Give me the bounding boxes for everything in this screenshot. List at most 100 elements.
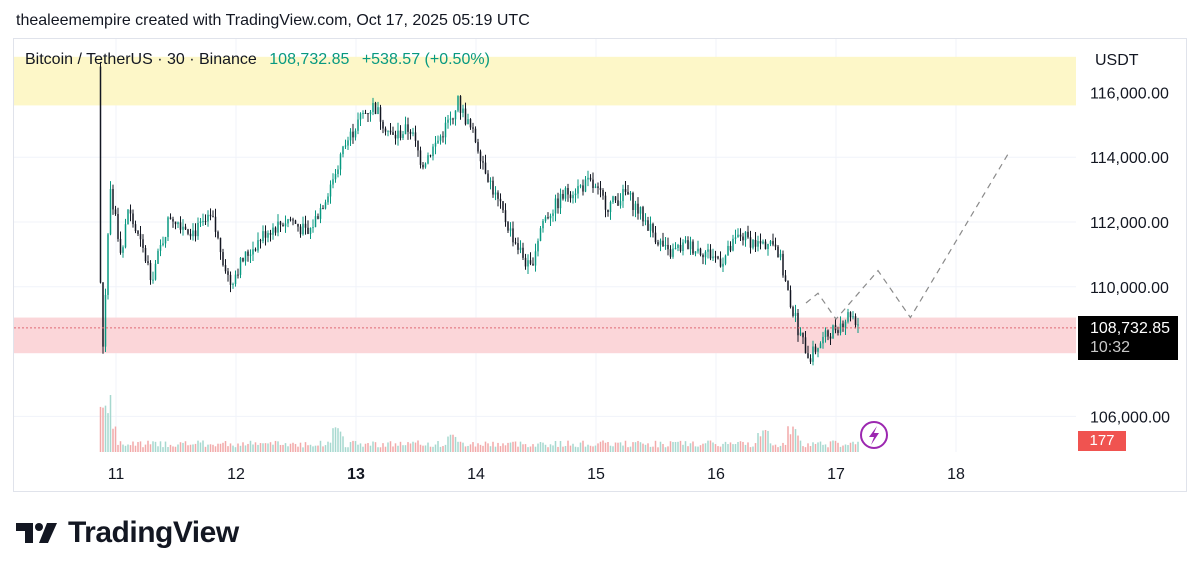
- volume-bar: [299, 442, 302, 452]
- candle-body: [267, 233, 269, 238]
- volume-bar: [797, 435, 799, 452]
- volume-bar: [557, 446, 559, 452]
- volume-bar: [359, 443, 362, 452]
- candle-body: [449, 118, 452, 120]
- candle-body: [274, 227, 277, 233]
- candle-body: [529, 260, 532, 264]
- volume-bar: [684, 441, 687, 452]
- candle-body: [762, 241, 764, 244]
- volume-bar: [137, 442, 139, 452]
- volume-bar: [687, 446, 689, 452]
- volume-bar: [612, 446, 614, 452]
- candle-body: [789, 290, 792, 308]
- candle-body: [372, 102, 374, 112]
- volume-bar: [132, 441, 134, 452]
- volume-bar: [737, 441, 739, 452]
- candle-body: [269, 233, 272, 235]
- candle-body: [512, 228, 514, 243]
- candle-body: [779, 253, 782, 258]
- candle-body: [747, 231, 749, 238]
- candle-body: [447, 119, 449, 123]
- candle-body: [854, 316, 857, 325]
- volume-bar: [297, 446, 299, 452]
- volume-bar: [437, 441, 439, 452]
- candle-body: [152, 279, 154, 281]
- chart-frame[interactable]: [13, 38, 1187, 492]
- candle-body: [719, 258, 722, 267]
- candle-body: [237, 274, 239, 276]
- candle-body: [272, 227, 274, 235]
- volume-bar: [412, 441, 414, 452]
- candle-body: [772, 241, 774, 245]
- candle-body: [737, 234, 739, 238]
- candle-body: [249, 254, 252, 256]
- candle-body: [219, 237, 222, 253]
- candle-body: [752, 239, 754, 248]
- volume-bar: [344, 447, 347, 452]
- candle-body: [159, 245, 162, 251]
- candle-body: [412, 132, 414, 134]
- volume-bar: [842, 445, 844, 452]
- volume-bar: [542, 442, 544, 452]
- candle-body: [417, 140, 419, 151]
- candle-body: [374, 102, 377, 115]
- volume-bar: [522, 444, 524, 452]
- volume-bar: [717, 446, 719, 452]
- lightning-icon[interactable]: [860, 421, 888, 449]
- volume-bar: [647, 443, 649, 452]
- volume-bar: [707, 440, 709, 452]
- legend-price: 108,732.85: [269, 51, 350, 68]
- candle-body: [782, 253, 784, 276]
- volume-bar: [172, 446, 174, 452]
- candle-body: [454, 110, 457, 120]
- candle-body: [564, 188, 567, 199]
- candle-body: [807, 353, 809, 359]
- volume-bar: [769, 443, 772, 452]
- x-tick-label: 14: [467, 466, 485, 483]
- volume-bar: [457, 441, 459, 452]
- volume-bar: [814, 443, 817, 452]
- volume-bar: [794, 429, 797, 452]
- chart-legend: Bitcoin / TetherUS · 30 · Binance 108,73…: [25, 51, 490, 69]
- candle-body: [569, 194, 572, 199]
- volume-bar: [307, 445, 309, 452]
- candle-body: [739, 234, 742, 237]
- tradingview-wordmark: TradingView: [68, 516, 239, 549]
- y-tick-label: 106,000.00: [1090, 409, 1170, 426]
- candle-body: [439, 136, 442, 141]
- volume-bar: [287, 446, 289, 452]
- volume-bar: [524, 444, 527, 452]
- candle-body: [819, 343, 822, 349]
- volume-bar: [302, 447, 304, 452]
- candle-body: [202, 221, 204, 223]
- volume-bar: [384, 446, 387, 452]
- tradingview-logo[interactable]: TradingView: [16, 516, 239, 550]
- volume-bar: [702, 443, 704, 452]
- volume-bar: [729, 442, 732, 452]
- volume-bar: [732, 444, 734, 452]
- candle-body: [324, 202, 327, 209]
- candle-body: [257, 240, 259, 251]
- candle-body: [314, 216, 317, 228]
- volume-bar: [432, 446, 434, 452]
- candle-body: [804, 337, 807, 354]
- symbol-label[interactable]: Bitcoin / TetherUS · 30 · Binance: [25, 51, 257, 68]
- volume-bar: [509, 442, 512, 452]
- volume-bar: [657, 447, 659, 452]
- volume-bar: [624, 440, 627, 452]
- volume-bar: [284, 443, 287, 452]
- currency-label[interactable]: USDT: [1083, 46, 1163, 76]
- candle-body: [554, 198, 557, 214]
- candle-body: [519, 247, 522, 250]
- candle-body: [144, 247, 147, 262]
- volume-bar: [214, 446, 217, 452]
- candle-body: [792, 307, 794, 316]
- volume-bar: [617, 442, 619, 452]
- volume-bar: [372, 441, 374, 452]
- volume-bar: [149, 444, 152, 452]
- volume-bar: [482, 445, 484, 452]
- candle-body: [469, 119, 472, 128]
- volume-bar: [549, 444, 552, 452]
- volume-bar: [369, 445, 372, 452]
